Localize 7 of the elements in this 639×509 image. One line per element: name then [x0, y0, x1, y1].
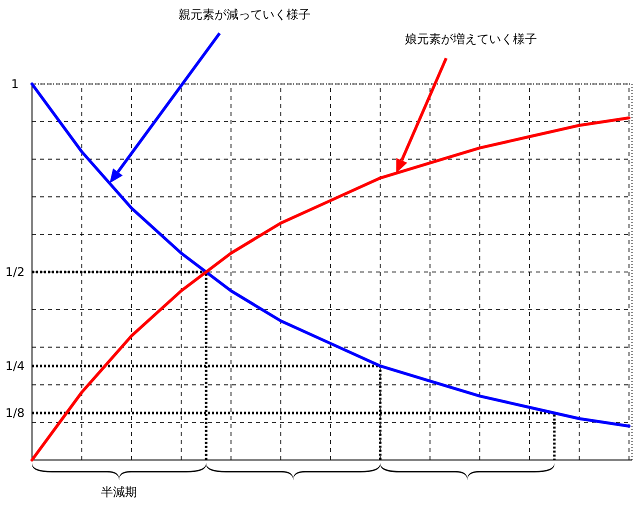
text: 1/4: [5, 359, 25, 374]
text: 娘元素が増えていく様子: [405, 32, 538, 46]
text: 1/8: [5, 406, 25, 420]
text: 1: [11, 77, 19, 92]
text: 1/2: [5, 265, 25, 280]
text: 親元素が減っていく様子: [178, 7, 311, 22]
text: 半減期: [101, 485, 138, 499]
